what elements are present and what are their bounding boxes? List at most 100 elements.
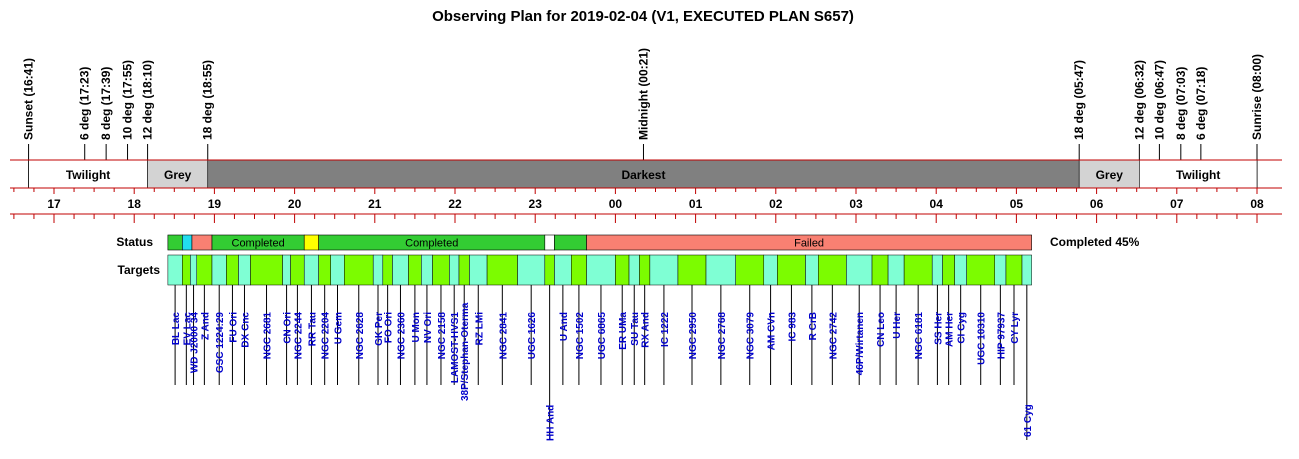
plan-title: Observing Plan for 2019-02-04 (V1, EXECU…	[432, 8, 854, 25]
target-block	[763, 254, 778, 286]
target-block	[805, 254, 819, 286]
target-label-r-crb: R CrB	[808, 312, 819, 340]
target-block	[211, 254, 227, 286]
twilight-events: Sunset (16:41) 6 deg (17:23) 8 deg (17:39)…	[22, 48, 1264, 188]
target-block	[458, 254, 470, 286]
sky-period-bar: Twilight Grey Darkest Grey Twilight	[10, 159, 1282, 189]
target-label-hh-and: HH And	[546, 405, 557, 441]
target-block	[1021, 254, 1032, 286]
target-block	[777, 254, 806, 286]
hour-label-00: 00	[609, 197, 623, 211]
status-segment-label: Completed	[232, 238, 285, 250]
target-block	[392, 254, 409, 286]
event-label-18-deg-18-55: 18 deg (18:55)	[201, 60, 215, 140]
status-segment-yellow	[303, 234, 319, 251]
target-label-ngc-2158: NGC 2158	[437, 312, 448, 360]
target-label-ci-cyg: CI Cyg	[957, 312, 968, 344]
target-label-am-her: AM Her	[945, 312, 956, 347]
target-label-ngc-2244: NGC 2244	[293, 312, 304, 360]
target-block	[554, 254, 572, 286]
target-block	[735, 254, 765, 286]
status-segment-failed	[586, 234, 1032, 251]
target-label-ngc-2628: NGC 2628	[355, 312, 366, 360]
hour-label-21: 21	[368, 197, 382, 211]
target-block	[196, 254, 213, 286]
status-segment-blank	[544, 234, 555, 251]
target-label-ngc-2742: NGC 2742	[828, 312, 839, 360]
hour-label-22: 22	[448, 197, 462, 211]
event-label-12-deg-06-32: 12 deg (06:32)	[1132, 60, 1146, 140]
target-label-rx-and: RX And	[641, 312, 652, 348]
target-label-fo-ori: FO Ori	[384, 312, 395, 343]
period-label: Grey	[164, 168, 192, 182]
target-block	[226, 254, 239, 286]
target-block	[408, 254, 422, 286]
target-label-ugc-1626: UGC 1626	[527, 312, 538, 360]
event-label-12-deg-18-10: 12 deg (18:10)	[141, 60, 155, 140]
target-block	[544, 254, 555, 286]
event-label-6-deg-07-18: 6 deg (07:18)	[1194, 67, 1208, 140]
hour-label-17: 17	[47, 197, 61, 211]
target-block	[290, 254, 305, 286]
status-row-label: Status	[116, 235, 153, 249]
target-label-cn-leo: CN Leo	[876, 312, 887, 347]
target-label-ugc-10310: UGC 10310	[977, 312, 988, 365]
event-label-sunrise-08-00: Sunrise (08:00)	[1250, 54, 1264, 140]
target-label-cy-lyr: CY Lyr	[1010, 312, 1021, 344]
target-label-cn-ori: CN Ori	[283, 312, 294, 344]
target-label-u-and: U And	[559, 312, 570, 341]
hour-label-23: 23	[529, 197, 543, 211]
target-block	[250, 254, 283, 286]
target-label-ngc-2360: NGC 2360	[396, 312, 407, 360]
target-block	[190, 254, 198, 286]
target-label-er-uma: ER UMa	[618, 312, 629, 350]
hour-axis: 17 18 19 20 21 22 23 00 01 02 03 04 05 06 07 08	[10, 188, 1282, 223]
period-grey	[147, 159, 209, 189]
target-label-gsc-1224-29: GSC 1224:29	[215, 312, 226, 374]
target-label-38p-stephan-oterma: 38P/Stephan-Oterma	[460, 302, 471, 401]
event-label-8-deg-07-03: 8 deg (07:03)	[1174, 67, 1188, 140]
status-segment-completed	[554, 234, 587, 251]
target-label-gk-per: GK Per	[374, 312, 385, 346]
hour-label-03: 03	[849, 197, 863, 211]
target-block	[586, 254, 616, 286]
target-label-dx-cnc: DX Cnc	[240, 312, 251, 348]
target-label-ss-her: SS Her	[933, 312, 944, 345]
target-label-lamost-hvs1: LAMOST-HVS1	[450, 312, 461, 384]
status-row: Completed Completed Failed	[167, 234, 1032, 251]
target-label-61-cyg: 61 Cyg	[1023, 404, 1034, 437]
target-block	[705, 254, 736, 286]
target-block	[846, 254, 873, 286]
completion-percentage: Completed 45%	[1050, 235, 1140, 249]
target-block	[469, 254, 488, 286]
target-label-u-mon: U Mon	[411, 312, 422, 343]
status-segment-label: Failed	[794, 238, 824, 250]
target-block	[344, 254, 374, 286]
target-block	[628, 254, 640, 286]
target-block	[372, 254, 384, 286]
target-label-fu-ori: FU Ori	[228, 312, 239, 343]
target-block	[449, 254, 460, 286]
target-block	[954, 254, 967, 286]
hour-label-02: 02	[769, 197, 783, 211]
target-block	[330, 254, 345, 286]
target-label-ngc-1502: NGC 1502	[575, 312, 586, 360]
hour-label-08: 08	[1250, 197, 1264, 211]
event-label-midnight-00-21: Midnight (00:21)	[636, 48, 650, 140]
event-label-10-deg-06-47: 10 deg (06:47)	[1152, 60, 1166, 140]
target-label-su-tau: SU Tau	[630, 312, 641, 346]
target-block	[517, 254, 546, 286]
target-block	[486, 254, 518, 286]
target-label-ic-983: IC 983	[787, 312, 798, 342]
target-block	[182, 254, 191, 286]
event-label-10-deg-17-55: 10 deg (17:55)	[121, 60, 135, 140]
period-label: Darkest	[621, 168, 665, 182]
target-block	[639, 254, 651, 286]
target-block	[942, 254, 955, 286]
target-label-ugc-6865: UGC 6865	[597, 312, 608, 360]
target-label-ngc-3079: NGC 3079	[746, 312, 757, 360]
target-block	[421, 254, 433, 286]
event-label-sunset-16-41: Sunset (16:41)	[22, 58, 36, 140]
target-label-bl-lac: BL Lac	[171, 312, 182, 346]
